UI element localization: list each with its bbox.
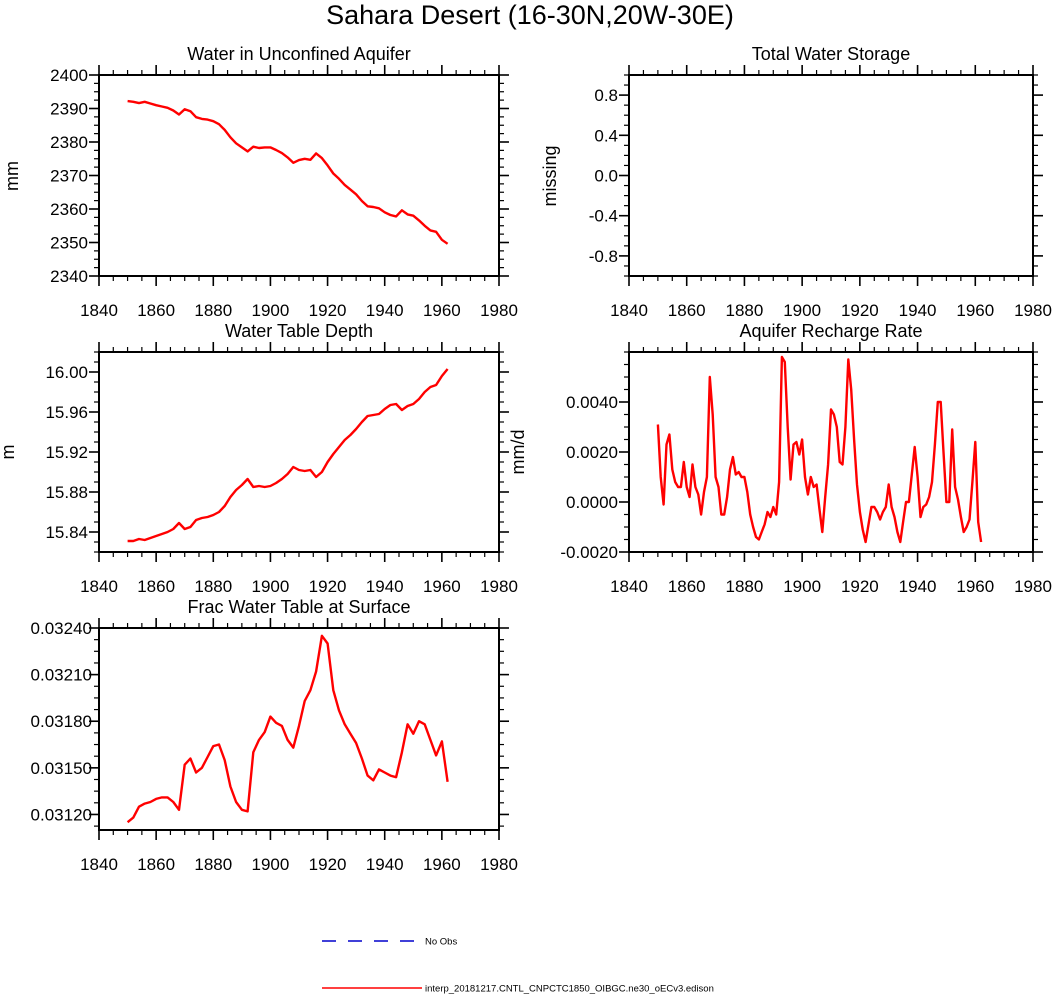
panel-title: Water in Unconfined Aquifer bbox=[187, 44, 410, 64]
y-tick-label: 0.03180 bbox=[31, 712, 92, 731]
panel-aquifer-recharge-rate: Aquifer Recharge Rate mm/d 1840 1860 1880 190… bbox=[508, 321, 1052, 596]
y-tick-label: 0.8 bbox=[594, 86, 618, 105]
x-tick-label: 1920 bbox=[309, 855, 347, 874]
x-tick-label: 1940 bbox=[366, 301, 404, 320]
x-tick-label: 1900 bbox=[252, 577, 290, 596]
legend-label-no-obs: No Obs bbox=[425, 937, 457, 948]
x-tick-label: 1900 bbox=[252, 855, 290, 874]
y-tick-label: 0.03120 bbox=[31, 805, 92, 824]
panel-title: Frac Water Table at Surface bbox=[187, 597, 410, 617]
x-tick-label: 1960 bbox=[956, 301, 994, 320]
panel-total-water-storage: Total Water Storage missing 1840 1860 1880 19… bbox=[540, 44, 1052, 320]
x-tick-label: 1940 bbox=[366, 577, 404, 596]
x-tick-label: 1920 bbox=[841, 301, 879, 320]
y-tick-label: 16.00 bbox=[45, 363, 88, 382]
panel-title: Total Water Storage bbox=[752, 44, 910, 64]
y-tick-label: 0.4 bbox=[594, 126, 618, 145]
x-tick-label: 1860 bbox=[137, 301, 175, 320]
x-tick-label: 1920 bbox=[841, 577, 879, 596]
x-tick-label: 1860 bbox=[137, 855, 175, 874]
panel-water-in-unconfined-aquifer: Water in Unconfined Aquifer mm 1840 1860 188… bbox=[2, 44, 518, 320]
x-tick-label: 1980 bbox=[1014, 301, 1052, 320]
y-tick-label: 15.84 bbox=[45, 523, 88, 542]
x-tick-label: 1940 bbox=[899, 577, 937, 596]
y-tick-label: -0.8 bbox=[589, 247, 618, 266]
chart-panels: Water in Unconfined Aquifer mm 1840 1860 188… bbox=[0, 44, 1052, 874]
x-tick-label: 1980 bbox=[1014, 577, 1052, 596]
panel-title: Aquifer Recharge Rate bbox=[739, 321, 922, 341]
panel-title: Water Table Depth bbox=[225, 321, 373, 341]
x-tick-label: 1940 bbox=[366, 855, 404, 874]
x-tick-label: 1900 bbox=[252, 301, 290, 320]
y-tick-label: 0.0020 bbox=[566, 443, 618, 462]
x-tick-label: 1960 bbox=[423, 855, 461, 874]
panel-frac-water-table-at-surface: Frac Water Table at Surface 1840 1860 1880 1… bbox=[31, 597, 518, 874]
x-tick-label: 1860 bbox=[668, 577, 706, 596]
x-tick-label: 1860 bbox=[668, 301, 706, 320]
x-tick-label: 1880 bbox=[194, 577, 232, 596]
x-tick-label: 1880 bbox=[194, 855, 232, 874]
y-tick-label: 0.0 bbox=[594, 167, 618, 186]
y-tick-label: 15.92 bbox=[45, 443, 88, 462]
y-axis-label: mm/d bbox=[508, 430, 528, 475]
x-tick-label: 1940 bbox=[899, 301, 937, 320]
y-tick-label: -0.0020 bbox=[560, 543, 618, 562]
y-tick-label: 2400 bbox=[50, 66, 88, 85]
x-tick-label: 1960 bbox=[956, 577, 994, 596]
x-tick-label: 1980 bbox=[480, 577, 518, 596]
series-line bbox=[127, 368, 449, 543]
x-tick-label: 1920 bbox=[309, 301, 347, 320]
x-tick-label: 1840 bbox=[610, 301, 648, 320]
series-line bbox=[126, 634, 449, 824]
x-tick-label: 1840 bbox=[80, 577, 118, 596]
x-tick-label: 1860 bbox=[137, 577, 175, 596]
y-axis-label: m bbox=[0, 445, 18, 460]
x-tick-label: 1960 bbox=[423, 301, 461, 320]
series-line bbox=[127, 99, 449, 245]
x-tick-label: 1840 bbox=[80, 301, 118, 320]
x-tick-label: 1880 bbox=[726, 301, 764, 320]
y-tick-label: 0.03150 bbox=[31, 759, 92, 778]
x-tick-label: 1920 bbox=[309, 577, 347, 596]
x-tick-label: 1880 bbox=[726, 577, 764, 596]
y-tick-label: 15.96 bbox=[45, 403, 88, 422]
y-tick-label: 0.03240 bbox=[31, 619, 92, 638]
legend-label-model: interp_20181217.CNTL_CNPCTC1850_OIBGC.ne… bbox=[425, 984, 714, 994]
y-tick-label: 0.03210 bbox=[31, 666, 92, 685]
x-tick-label: 1900 bbox=[783, 577, 821, 596]
legend: No Obs interp_20181217.CNTL_CNPCTC1850_O… bbox=[322, 937, 714, 994]
y-tick-label: 2360 bbox=[50, 200, 88, 219]
y-tick-label: -0.4 bbox=[589, 207, 618, 226]
y-tick-label: 0.0040 bbox=[566, 393, 618, 412]
y-tick-label: 2390 bbox=[50, 100, 88, 119]
series-line bbox=[656, 355, 983, 544]
y-axis-label: missing bbox=[540, 145, 560, 206]
y-tick-label: 2340 bbox=[50, 267, 88, 286]
x-tick-label: 1980 bbox=[480, 301, 518, 320]
y-tick-label: 2350 bbox=[50, 234, 88, 253]
y-tick-label: 2370 bbox=[50, 167, 88, 186]
x-tick-label: 1840 bbox=[610, 577, 648, 596]
x-tick-label: 1880 bbox=[194, 301, 232, 320]
plot-frame bbox=[628, 74, 1034, 277]
y-axis-label: mm bbox=[2, 161, 22, 191]
x-tick-label: 1900 bbox=[783, 301, 821, 320]
y-tick-label: 15.88 bbox=[45, 483, 88, 502]
x-tick-label: 1840 bbox=[80, 855, 118, 874]
x-tick-label: 1980 bbox=[480, 855, 518, 874]
figure-title: Sahara Desert (16-30N,20W-30E) bbox=[326, 0, 734, 30]
x-tick-label: 1960 bbox=[423, 577, 461, 596]
y-tick-label: 0.0000 bbox=[566, 493, 618, 512]
panel-water-table-depth: Water Table Depth m 1840 1860 1880 1900 1920 19… bbox=[0, 321, 518, 596]
plot-frame bbox=[628, 351, 1034, 553]
y-tick-label: 2380 bbox=[50, 133, 88, 152]
